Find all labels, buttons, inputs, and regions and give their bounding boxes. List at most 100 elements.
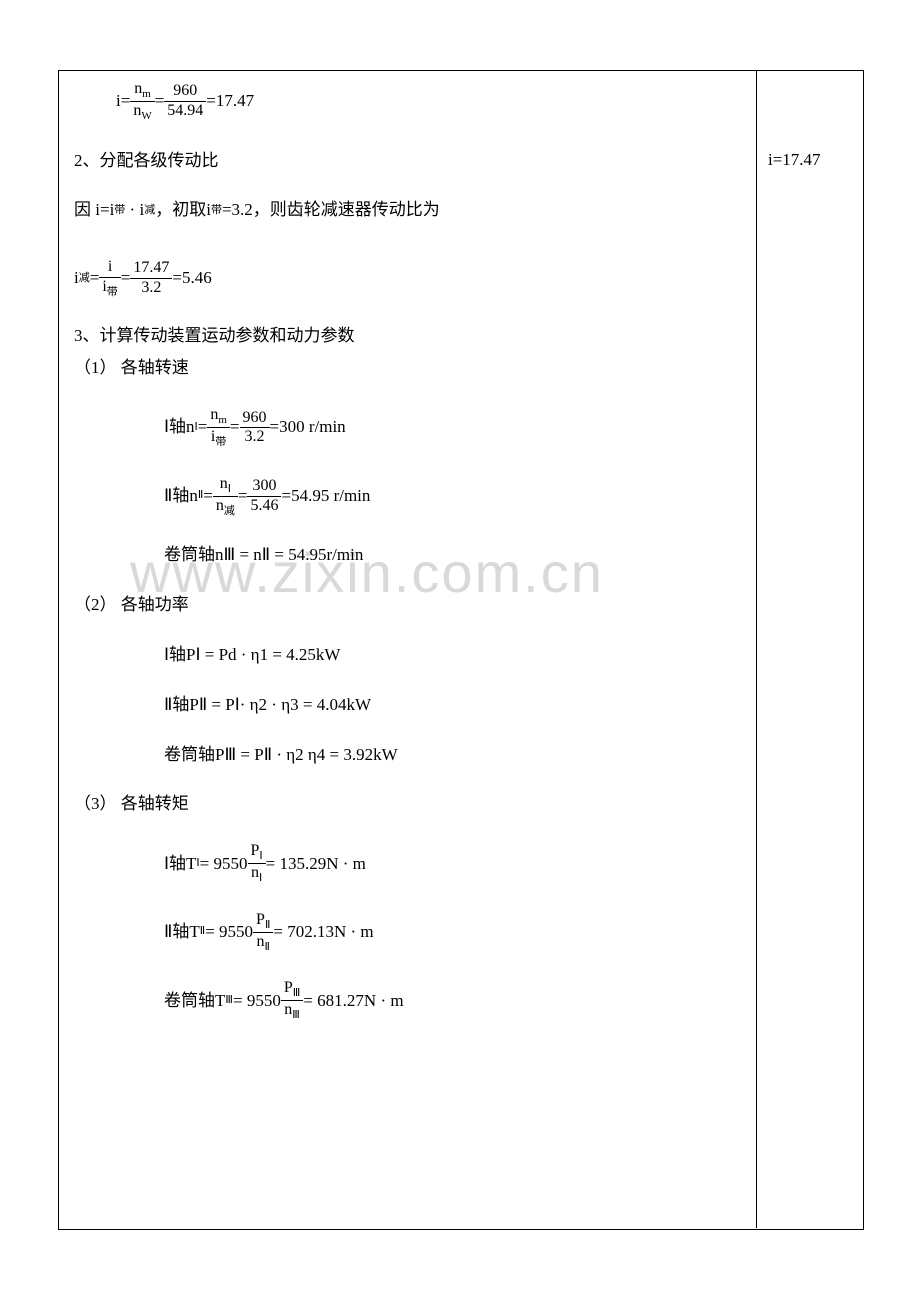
fraction: 960 54.94 [164,82,206,120]
fraction: 960 3.2 [240,409,270,447]
eq-t3: 卷筒轴 TⅢ = 9550 PⅢ nⅢ = 681.27N · m [164,979,742,1022]
main-column: i= nm nW = 960 54.94 =17.47 2、分配各级传动比 因 … [74,80,742,1030]
expr: nⅢ = nⅡ = 54.95 [215,543,327,567]
numerator: 960 [240,409,270,428]
axis-label: 卷筒轴 [164,543,215,567]
subscript: 带 [211,203,222,218]
result: =5.46 [172,266,211,290]
denominator: n [251,864,259,881]
eq-p2: Ⅱ轴 PⅡ = PⅠ· η2 · η3 = 4.04kW [164,693,742,717]
eq-reducer-ratio: i 减 = i i带 = 17.47 3.2 =5.46 [74,258,742,298]
equals: = [238,484,248,508]
result: =54.95 r/min [281,484,370,508]
subscript: Ⅱ [265,919,270,931]
subscript: 减 [79,271,90,286]
sub-3: （3） 各轴转矩 [74,792,742,816]
numerator: 960 [164,82,206,101]
subscript: Ⅰ [259,872,262,884]
axis-label: Ⅰ轴 [164,852,186,876]
subscript: 带 [114,203,125,218]
result: =17.47 [206,89,254,113]
fraction: nm nW [130,80,154,123]
axis-label: Ⅰ轴 [164,643,186,667]
eq-p1: Ⅰ轴 PⅠ = Pd · η1 = 4.25kW [164,643,742,667]
fraction: PⅢ nⅢ [281,979,304,1022]
equals: = [121,266,131,290]
fraction: nm i带 [207,406,230,449]
subscript: W [141,110,151,122]
line-initial-ratio: 因 i= i带 · i减 ，初取 i带 =3.2，则齿轮减速器传动比为 [74,198,742,222]
side-column: i=17.47 [768,150,856,170]
subscript: 减 [224,505,235,517]
result: =300 r/min [270,415,346,439]
result: = 681.27N · m [303,989,403,1013]
numerator: 17.47 [130,259,172,278]
numerator: i [108,258,112,275]
page: www.zixin.com.cn i=17.47 i= nm nW = 960 … [0,0,920,1302]
column-divider [756,70,757,1228]
numerator: 300 [247,477,281,496]
var: n [186,415,195,439]
subscript: Ⅲ [225,993,233,1008]
eq-n2: Ⅱ轴 nⅡ = nⅠ n减 = 300 5.46 =54.95 r/min [164,475,742,518]
sub-1: （1） 各轴转速 [74,356,742,380]
text: = 9550 [205,920,253,944]
equals: = [230,415,240,439]
subscript: 带 [107,286,118,298]
result: = 135.29N · m [266,852,366,876]
equals: = [203,484,213,508]
denominator: 5.46 [247,497,281,515]
eq-t1: Ⅰ轴 T Ⅰ = 9550 PⅠ nⅠ = 135.29N · m [164,842,742,885]
numerator: P [256,911,265,928]
equals: = [155,89,165,113]
subscript: Ⅲ [292,1009,300,1021]
result: = 702.13N · m [273,920,373,944]
numerator: n [220,475,228,492]
subscript: 带 [215,436,226,448]
expr: PⅢ = PⅡ · η2 η4 = 3.92kW [215,743,398,767]
fraction: PⅡ nⅡ [253,911,273,954]
axis-label: 卷筒轴 [164,743,215,767]
fraction: PⅠ nⅠ [248,842,266,885]
eq-n3: 卷筒轴 nⅢ = nⅡ = 54.95 r/min [164,543,742,567]
subscript: Ⅰ [228,483,231,495]
eq-t2: Ⅱ轴 T Ⅱ = 9550 PⅡ nⅡ = 702.13N · m [164,911,742,954]
denominator: 3.2 [130,279,172,297]
subscript: Ⅲ [293,988,301,1000]
text: = 9550 [200,852,248,876]
axis-label: Ⅱ轴 [164,484,189,508]
subscript: 减 [144,203,155,218]
expr: PⅡ = PⅠ· η2 · η3 = 4.04kW [189,693,371,717]
subscript: m [142,88,151,100]
var: T [186,852,196,876]
subscript: m [218,414,227,426]
sub-2: （2） 各轴功率 [74,593,742,617]
axis-label: Ⅱ轴 [164,693,189,717]
heading-2: 2、分配各级传动比 [74,149,742,173]
side-note: i=17.47 [768,150,821,169]
text: =3.2，则齿轮减速器传动比为 [222,198,440,222]
eq-total-ratio: i= nm nW = 960 54.94 =17.47 [116,80,742,123]
equals: = [90,266,100,290]
fraction: i i带 [99,258,120,298]
unit: r/min [327,543,364,567]
subscript: Ⅱ [264,941,269,953]
heading-3: 3、计算传动装置运动参数和动力参数 [74,324,742,348]
text: = 9550 [233,989,281,1013]
numerator: P [284,979,293,996]
denominator: n [216,497,224,514]
text: i= [116,89,130,113]
axis-label: 卷筒轴 [164,989,215,1013]
eq-p3: 卷筒轴 PⅢ = PⅡ · η2 η4 = 3.92kW [164,743,742,767]
eq-n1: Ⅰ轴 nⅠ = nm i带 = 960 3.2 =300 r/min [164,406,742,449]
fraction: 300 5.46 [247,477,281,515]
text: ，初取 [155,198,206,222]
subscript: Ⅰ [259,850,262,862]
axis-label: Ⅱ轴 [164,920,189,944]
fraction: nⅠ n减 [213,475,238,518]
var: T [215,989,225,1013]
denominator: 54.94 [164,102,206,120]
axis-label: Ⅰ轴 [164,415,186,439]
equals: = [198,415,208,439]
var: T [189,920,199,944]
